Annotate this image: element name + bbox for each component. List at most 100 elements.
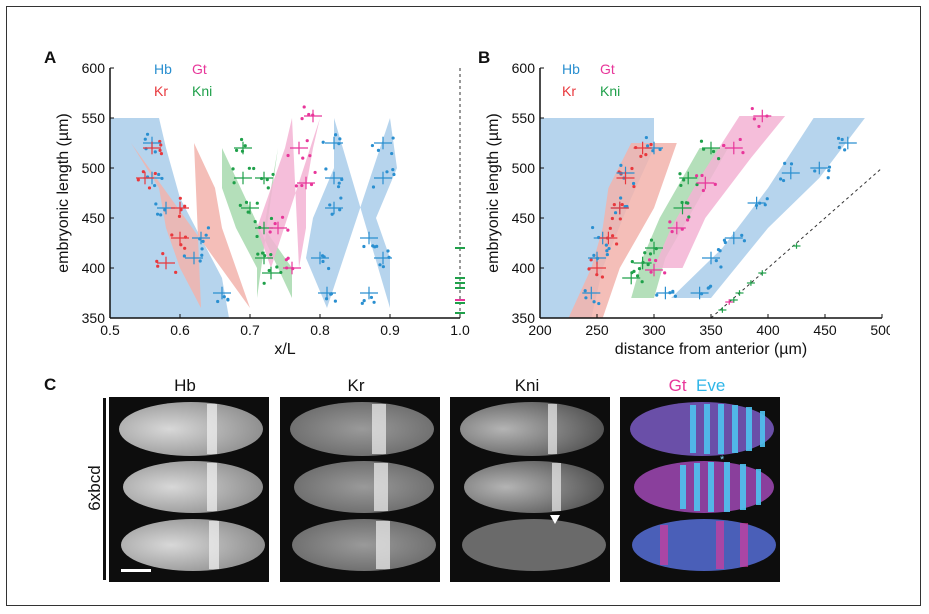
legend-gt: Gt bbox=[192, 61, 207, 77]
data-point-kr bbox=[156, 264, 160, 268]
data-point-hb bbox=[714, 259, 718, 263]
data-point-kni bbox=[271, 172, 275, 177]
embryo-image bbox=[290, 402, 434, 456]
x-tick-label: 450 bbox=[813, 322, 837, 338]
band-kr bbox=[131, 143, 250, 308]
data-point-kni bbox=[684, 201, 689, 205]
data-point-gt bbox=[280, 215, 285, 219]
data-point-hb bbox=[385, 170, 389, 174]
data-point-gt bbox=[663, 271, 667, 275]
embryo-image bbox=[634, 461, 774, 513]
data-point-kni bbox=[231, 167, 235, 171]
embryo-image bbox=[121, 519, 265, 571]
data-point-kni bbox=[699, 139, 704, 143]
data-point-kni bbox=[678, 172, 682, 176]
data-point-hb bbox=[143, 137, 147, 141]
data-point-hb bbox=[813, 169, 817, 173]
data-point-kr bbox=[610, 216, 614, 221]
data-point-gt bbox=[750, 106, 754, 111]
data-point-hb bbox=[324, 167, 328, 171]
data-point-hb bbox=[827, 165, 832, 169]
data-point-gt bbox=[647, 258, 652, 262]
data-point-hb bbox=[583, 289, 587, 293]
data-point-hb bbox=[607, 246, 611, 251]
data-point-kr bbox=[136, 178, 140, 182]
data-point-hb bbox=[742, 239, 747, 243]
row-label: 6xbcd bbox=[85, 465, 104, 511]
embryo-image bbox=[294, 461, 434, 513]
data-point-kni bbox=[717, 156, 721, 161]
x-tick-label: 300 bbox=[642, 322, 666, 338]
stripe bbox=[374, 463, 388, 511]
data-point-kr bbox=[649, 142, 653, 147]
data-point-gt bbox=[301, 156, 305, 160]
column-label-gt-eve: Gt Eve bbox=[617, 376, 777, 396]
data-point-kni bbox=[279, 270, 283, 275]
stripe bbox=[209, 521, 219, 569]
gt-label: Gt bbox=[668, 376, 687, 395]
data-point-kr bbox=[632, 184, 636, 189]
data-point-hb bbox=[605, 249, 609, 253]
data-point-hb bbox=[645, 144, 650, 148]
data-point-hb bbox=[336, 185, 341, 189]
data-point-hb bbox=[391, 168, 395, 172]
data-point-kr bbox=[644, 153, 648, 157]
data-point-kni bbox=[695, 182, 699, 187]
x-tick-label: 1.0 bbox=[450, 322, 470, 338]
data-point-hb bbox=[204, 233, 208, 237]
data-point-gt bbox=[738, 137, 742, 142]
data-point-hb bbox=[590, 225, 595, 230]
data-point-kni bbox=[643, 251, 647, 255]
data-point-hb bbox=[392, 172, 396, 177]
data-point-hb bbox=[631, 181, 636, 186]
data-point-kni bbox=[269, 216, 274, 221]
data-point-hb bbox=[362, 299, 366, 303]
data-point-kni bbox=[275, 265, 279, 269]
data-point-kni bbox=[269, 253, 273, 257]
data-point-hb bbox=[779, 177, 783, 181]
data-point-hb bbox=[321, 259, 325, 264]
data-point-hb bbox=[372, 300, 376, 304]
data-point-hb bbox=[619, 196, 623, 200]
data-point-kr bbox=[615, 242, 619, 246]
data-point-hb bbox=[153, 150, 157, 154]
data-point-hb bbox=[375, 244, 379, 248]
data-point-hb bbox=[644, 135, 648, 140]
x-tick-label: 0.7 bbox=[240, 322, 260, 338]
data-point-hb bbox=[376, 148, 381, 152]
data-point-kr bbox=[161, 252, 165, 256]
embryo-image bbox=[460, 402, 604, 456]
data-point-hb bbox=[723, 240, 727, 245]
data-point-gt bbox=[300, 183, 304, 188]
data-point-kni bbox=[679, 183, 683, 188]
x-tick-label: 200 bbox=[528, 322, 552, 338]
data-point-gt bbox=[309, 182, 314, 187]
embryo-image bbox=[119, 402, 263, 456]
data-point-hb bbox=[198, 259, 202, 263]
data-point-kr bbox=[174, 270, 178, 274]
data-point-hb bbox=[671, 289, 675, 293]
embryo-image bbox=[292, 519, 436, 571]
panel-letter-b: B bbox=[478, 48, 491, 67]
data-point-hb bbox=[843, 148, 847, 152]
data-point-hb bbox=[330, 212, 334, 216]
data-point-kr bbox=[612, 203, 616, 207]
data-point-hb bbox=[707, 286, 711, 290]
data-point-hb bbox=[206, 226, 211, 230]
data-point-gt bbox=[286, 228, 290, 232]
data-point-hb bbox=[222, 295, 226, 299]
arrowhead-marker bbox=[550, 515, 560, 524]
data-point-kr bbox=[147, 186, 152, 190]
data-point-hb bbox=[765, 197, 769, 201]
image-panel-gt-eve: * bbox=[620, 397, 780, 582]
figure-frame bbox=[6, 6, 921, 606]
data-point-hb bbox=[781, 178, 786, 183]
data-point-kr bbox=[620, 202, 624, 207]
x-axis-label: x/L bbox=[274, 341, 295, 358]
stripe bbox=[376, 521, 390, 569]
x-tick-label: 0.5 bbox=[100, 322, 120, 338]
data-point-kni bbox=[255, 201, 259, 205]
data-point-hb bbox=[159, 213, 163, 217]
data-point-kni bbox=[253, 220, 257, 224]
data-point-gt bbox=[307, 112, 311, 117]
